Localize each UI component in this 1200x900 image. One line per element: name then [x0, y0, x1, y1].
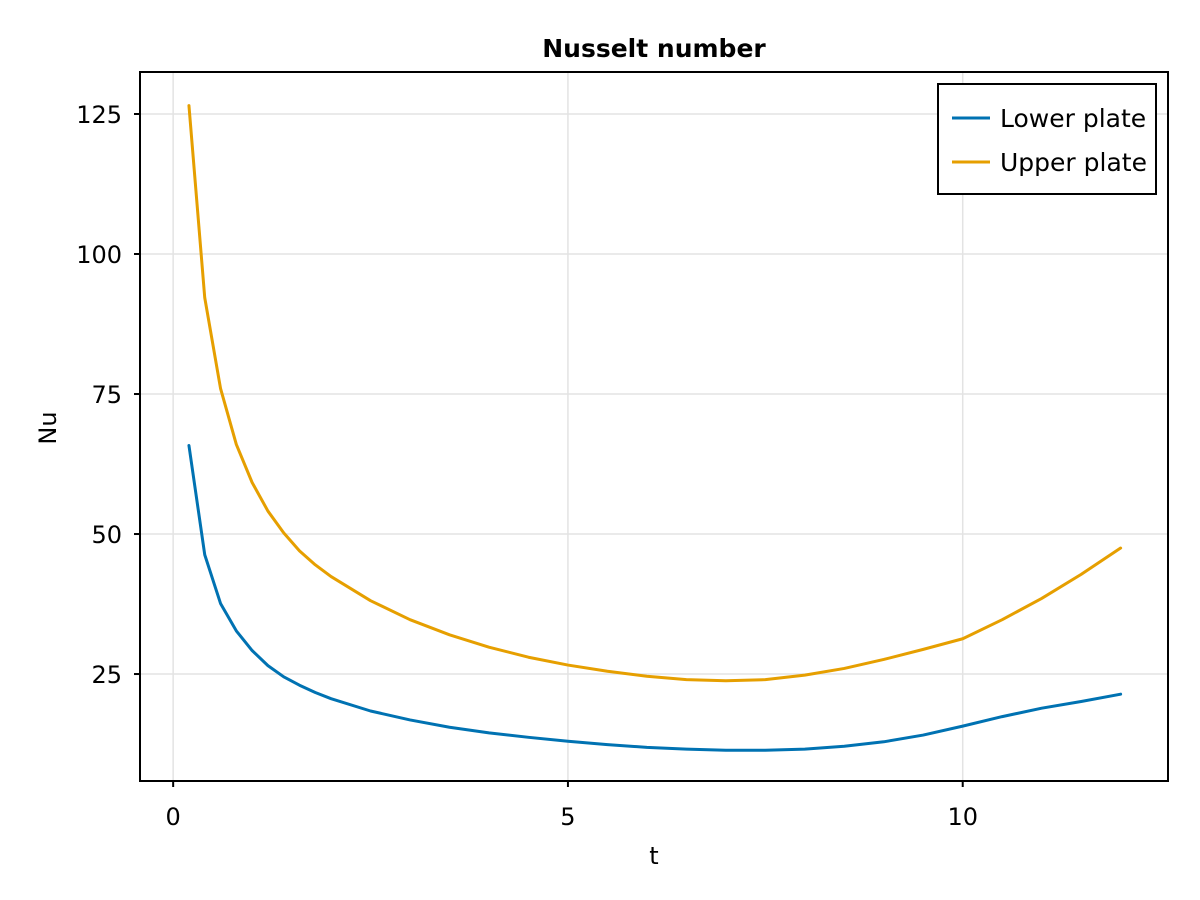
x-tick-label: 5 — [560, 803, 575, 831]
y-tick-label: 125 — [76, 101, 122, 129]
legend-label-lower-plate: Lower plate — [1000, 104, 1146, 133]
x-tick-label: 10 — [947, 803, 978, 831]
y-tick-label: 50 — [91, 521, 122, 549]
legend-box — [937, 83, 1157, 195]
plot-area-frame — [139, 71, 1169, 782]
series-layer — [187, 104, 1123, 752]
x-axis-label: t — [649, 842, 658, 870]
y-tick-label: 100 — [76, 241, 122, 269]
x-tick-label: 0 — [166, 803, 181, 831]
y-tick-label: 75 — [91, 381, 122, 409]
y-tick-label: 25 — [91, 661, 122, 689]
series-line-upper-plate — [187, 104, 1123, 683]
y-axis-label: Nu — [34, 411, 62, 444]
series-line-lower-plate — [187, 444, 1123, 752]
legend-label-upper-plate: Upper plate — [1000, 148, 1147, 177]
chart-title: Nusselt number — [542, 34, 766, 63]
legend: Lower plate Upper plate — [937, 83, 1157, 195]
axis-ticks: 0 5 10 25 50 75 100 125 — [76, 101, 978, 831]
